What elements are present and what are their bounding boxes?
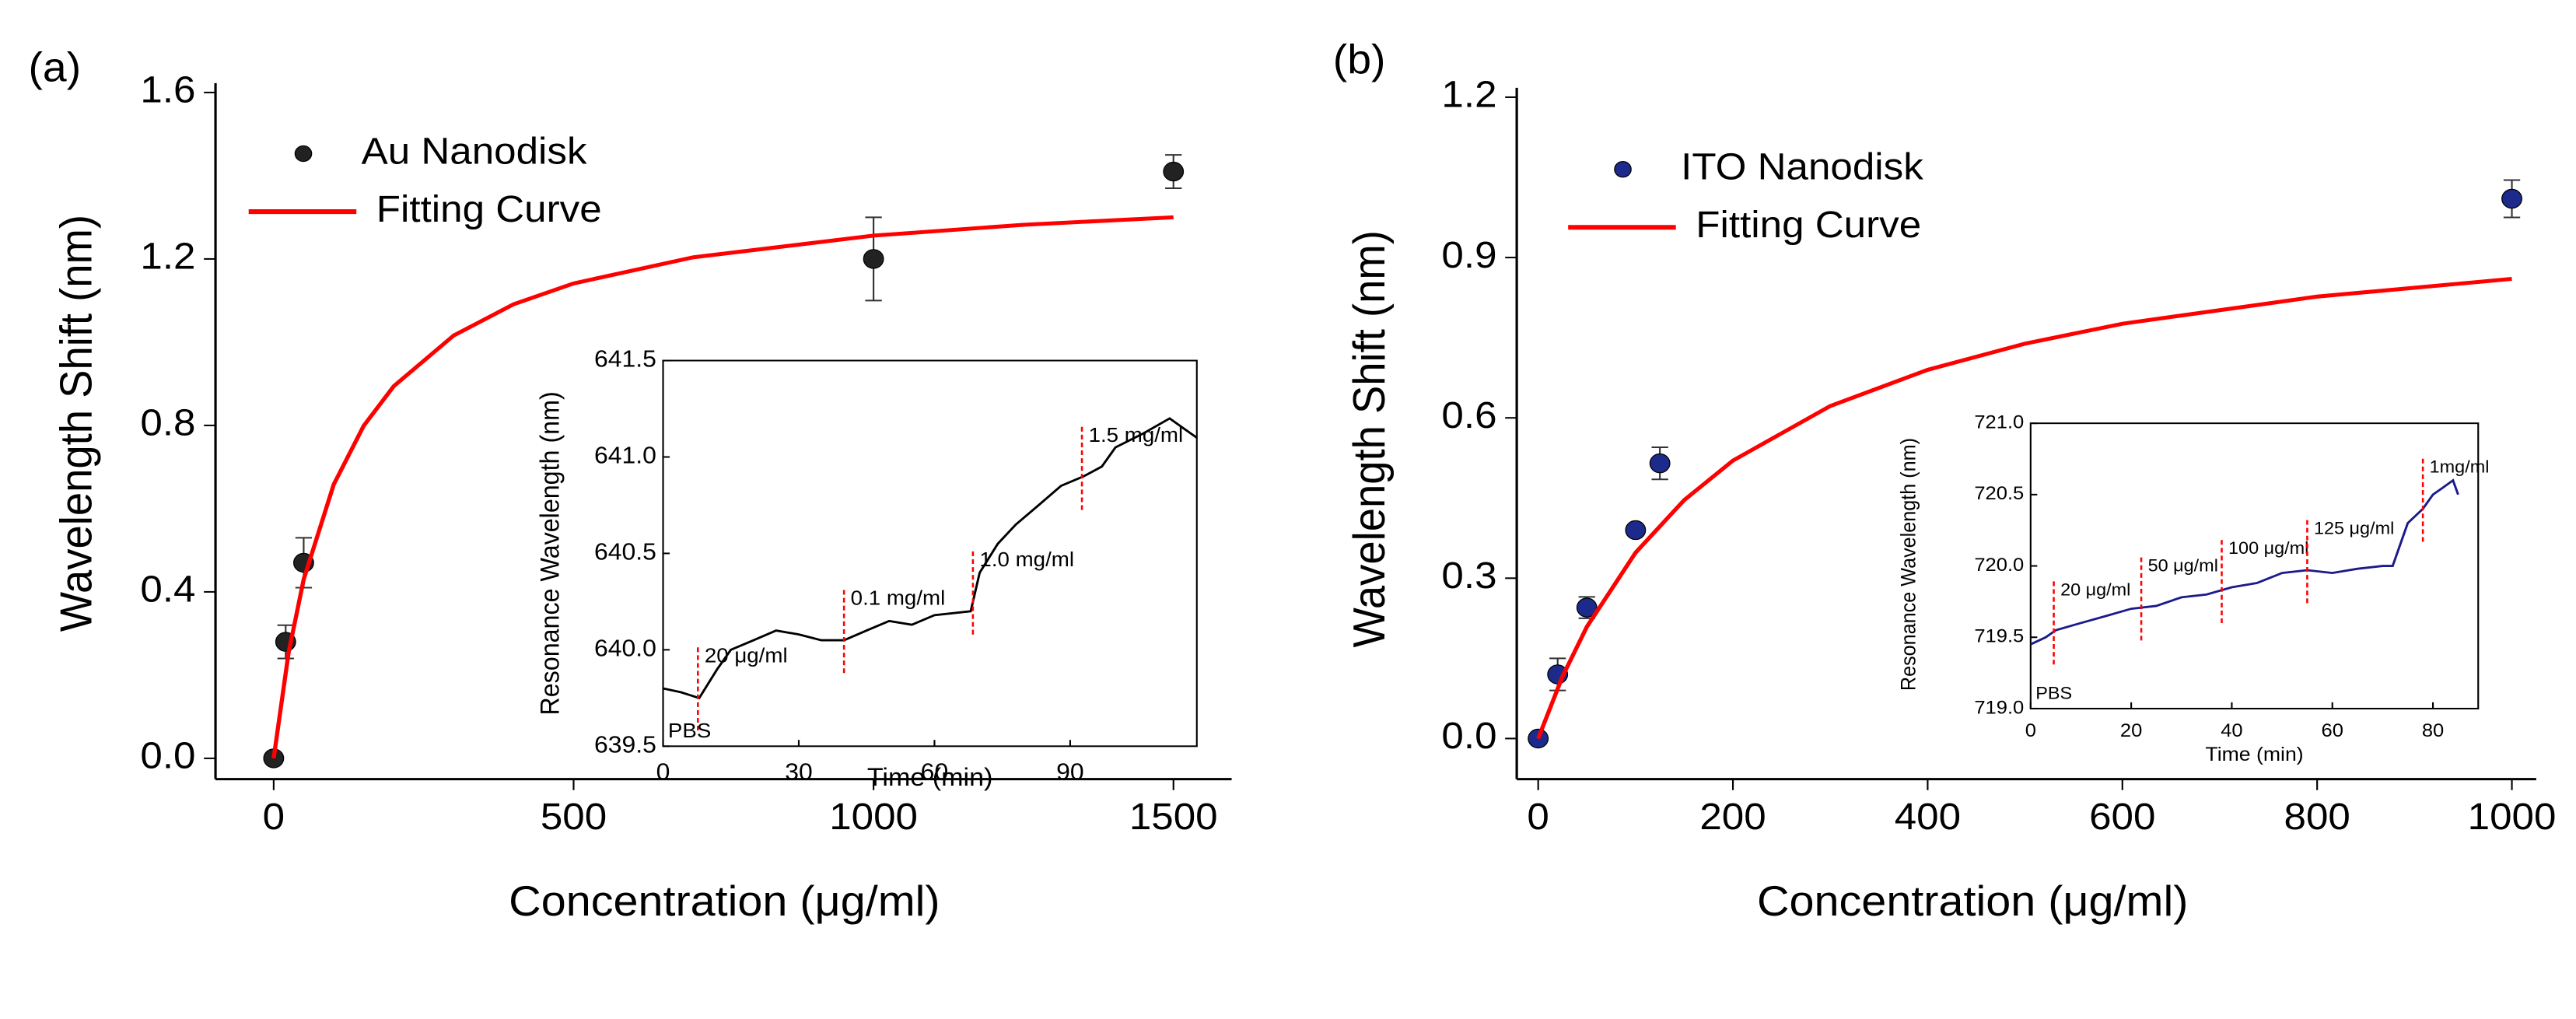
- y-tick-label: 1.6: [140, 68, 195, 110]
- event-label: 1.5 mg/ml: [1089, 423, 1184, 446]
- x-tick-label: 40: [2221, 720, 2242, 741]
- data-point: [1576, 597, 1598, 618]
- y-axis-title: Wavelength Shift (nm): [51, 215, 101, 632]
- series-line: [2030, 478, 2459, 646]
- y-tick-label: 639.5: [594, 731, 656, 758]
- y-tick-label: 720.0: [1974, 555, 2024, 576]
- legend-label: Au Nanodisk: [362, 130, 587, 172]
- y-tick-label: 719.0: [1974, 697, 2024, 718]
- event-label: 125 μg/ml: [2314, 518, 2394, 538]
- y-tick-label: 641.5: [594, 345, 656, 372]
- x-axis-title: Concentration (μg/ml): [509, 877, 940, 925]
- start-label: PBS: [2035, 683, 2072, 702]
- x-tick-label: 20: [2120, 720, 2142, 741]
- x-tick-label: 60: [2322, 720, 2343, 741]
- x-tick-label: 400: [1895, 795, 1961, 837]
- x-tick-label: 600: [2089, 795, 2155, 837]
- y-tick-label: 0.8: [140, 401, 195, 443]
- x-tick-label: 1000: [2468, 795, 2557, 837]
- legend-swatch: [1614, 160, 1632, 178]
- panel-label: (a): [28, 45, 81, 90]
- event-label: 20 μg/ml: [2060, 580, 2130, 599]
- x-tick-label: 800: [2284, 795, 2350, 837]
- x-tick-label: 80: [2422, 720, 2444, 741]
- y-tick-label: 1.2: [1441, 73, 1496, 115]
- inset-frame: [2029, 422, 2480, 709]
- legend-label: Fitting Curve: [1696, 203, 1921, 245]
- event-label: 50 μg/ml: [2148, 555, 2218, 575]
- y-tick-label: 0.0: [140, 734, 195, 776]
- data-point: [1163, 161, 1185, 182]
- x-tick-label: 200: [1699, 795, 1766, 837]
- panel-label: (b): [1333, 37, 1386, 82]
- y-tick-label: 719.5: [1974, 625, 2024, 646]
- start-label: PBS: [668, 720, 711, 742]
- y-tick-label: 0.0: [1441, 714, 1496, 756]
- x-tick-label: 30: [785, 758, 813, 785]
- legend-label: Fitting Curve: [376, 187, 602, 229]
- data-point: [863, 249, 884, 269]
- event-label: 1mg/ml: [2430, 457, 2490, 476]
- y-tick-label: 0.3: [1441, 554, 1496, 596]
- x-tick-label: 1500: [1129, 795, 1218, 837]
- y-tick-label: 640.5: [594, 538, 656, 565]
- y-axis-title: Wavelength Shift (nm): [1343, 230, 1394, 647]
- y-tick-label: 0.9: [1441, 233, 1496, 275]
- x-axis-title: Time (min): [867, 764, 993, 792]
- y-tick-label: 640.0: [594, 635, 656, 661]
- legend-label: ITO Nanodisk: [1681, 145, 1923, 187]
- y-tick-label: 641.0: [594, 442, 656, 468]
- data-point: [2501, 188, 2522, 209]
- event-label: 0.1 mg/ml: [851, 587, 946, 609]
- series-line: [1536, 277, 2512, 740]
- inset-frame: [662, 359, 1198, 748]
- legend-swatch: [294, 145, 313, 163]
- y-axis-title: Resonance Wavelength (nm): [536, 391, 565, 715]
- x-tick-label: 0: [2025, 720, 2036, 741]
- x-axis-title: Concentration (μg/ml): [1757, 877, 2188, 925]
- event-label: 1.0 mg/ml: [979, 548, 1074, 571]
- series-line: [663, 417, 1198, 700]
- data-point: [1649, 453, 1671, 474]
- y-tick-label: 720.5: [1974, 483, 2024, 504]
- y-tick-label: 0.6: [1441, 394, 1496, 436]
- x-tick-label: 90: [1056, 758, 1084, 785]
- event-label: 100 μg/ml: [2228, 538, 2308, 558]
- x-tick-label: 0: [1527, 795, 1549, 837]
- data-point: [1625, 520, 1647, 541]
- x-tick-label: 0: [656, 758, 670, 785]
- x-axis-title: Time (min): [2205, 744, 2303, 765]
- y-tick-label: 1.2: [140, 235, 195, 277]
- y-tick-label: 721.0: [1974, 411, 2024, 432]
- x-tick-label: 1000: [829, 795, 918, 837]
- series-line: [271, 215, 1174, 759]
- x-tick-label: 500: [541, 795, 607, 837]
- x-tick-label: 0: [263, 795, 285, 837]
- x-tick-label: 60: [921, 758, 949, 785]
- event-label: 20 μg/ml: [705, 644, 788, 667]
- y-tick-label: 0.4: [140, 568, 195, 610]
- y-axis-title: Resonance Wavelength (nm): [1898, 438, 1920, 691]
